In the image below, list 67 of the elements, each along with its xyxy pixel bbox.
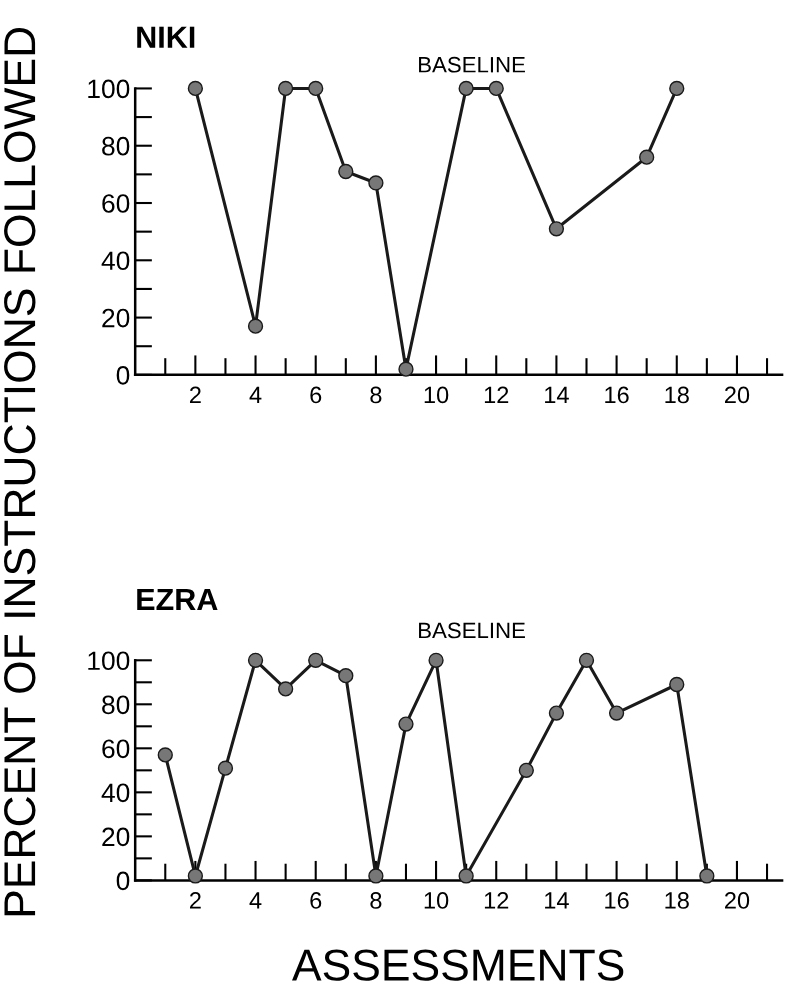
point [488, 80, 504, 97]
point [247, 652, 264, 668]
x-tick-label: 8 [370, 386, 382, 404]
point [308, 652, 324, 668]
point [398, 361, 414, 377]
x-tick-label: 12 [484, 892, 509, 909]
y-tick-label: 20 [102, 308, 130, 328]
x-tick-label: 6 [310, 892, 322, 909]
x-tick-label: 16 [605, 386, 629, 404]
point [338, 668, 354, 684]
point [518, 762, 534, 778]
point [458, 868, 474, 884]
y-tick-label: 60 [102, 194, 130, 213]
point [338, 163, 354, 180]
point [639, 149, 655, 165]
point [458, 80, 474, 97]
x-tick-label: 6 [310, 386, 322, 404]
point [157, 747, 173, 763]
point [187, 80, 204, 97]
chart-title: NIKI [137, 26, 195, 48]
x-tick-label: 8 [370, 892, 382, 909]
point [368, 868, 384, 884]
y-tick-label: 100 [88, 79, 130, 99]
x-tick-label: 14 [545, 386, 569, 404]
point [608, 705, 625, 721]
point [247, 318, 264, 334]
y-tick-label: 0 [116, 871, 130, 891]
point [187, 868, 204, 884]
y-axis-title: PERCENT OF INSTRUCTIONS FOLLOWED [4, 27, 36, 916]
point [398, 716, 414, 732]
x-tick-label: 4 [249, 386, 262, 404]
point [368, 175, 384, 191]
point [308, 80, 324, 97]
point [669, 80, 685, 97]
y-tick-label: 80 [102, 695, 130, 715]
y-tick-label: 40 [101, 783, 130, 803]
y-tick-label: 0 [116, 366, 130, 385]
y-tick-label: 20 [102, 827, 130, 847]
x-tick-label: 10 [424, 386, 449, 404]
x-tick-label: 2 [189, 386, 201, 404]
x-tick-label: 18 [665, 892, 689, 909]
text: BASELINE [419, 622, 525, 639]
x-tick-label: 18 [665, 386, 689, 404]
x-tick-label: 12 [484, 386, 509, 404]
x-tick-label: 16 [605, 892, 629, 909]
chart-title: EZRA [137, 588, 218, 610]
point [669, 676, 685, 693]
x-tick-label: 2 [189, 892, 201, 909]
x-tick-label: 20 [725, 386, 750, 404]
y-tick-label: 60 [102, 739, 130, 759]
y-tick-label: 80 [102, 136, 130, 156]
x-tick-label: 10 [424, 892, 449, 909]
y-tick-label: 40 [101, 251, 130, 271]
x-tick-label: 20 [725, 892, 750, 909]
point [217, 760, 234, 776]
point [428, 652, 444, 668]
x-axis-title: ASSESSMENTS [292, 949, 624, 981]
point [699, 868, 715, 884]
x-tick-label: 4 [249, 892, 262, 909]
text: BASELINE [419, 56, 525, 73]
point [578, 652, 595, 668]
point [277, 80, 294, 97]
point [548, 221, 565, 237]
point [277, 681, 294, 697]
x-tick-label: 14 [545, 892, 569, 909]
y-tick-label: 100 [88, 651, 130, 671]
point [548, 705, 565, 721]
